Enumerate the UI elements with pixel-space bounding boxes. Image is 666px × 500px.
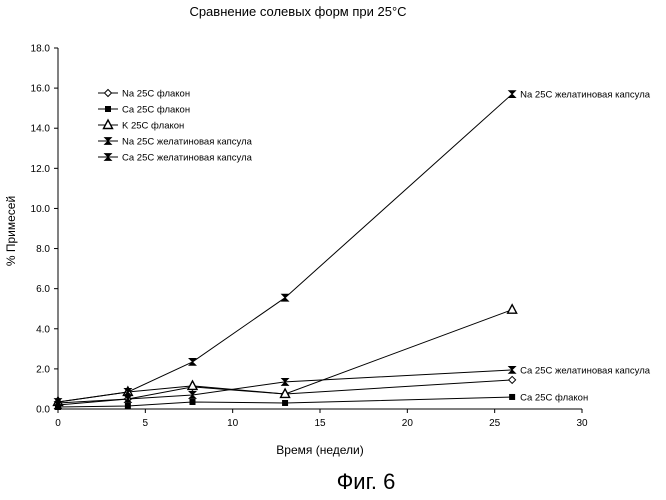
legend-label: Na 25C флакон — [122, 89, 190, 100]
x-ticks: 0 5 10 15 20 25 30 — [55, 409, 588, 429]
legend-marker — [105, 90, 112, 97]
data-point — [282, 400, 288, 406]
y-tick-label: 4.0 — [36, 324, 50, 335]
data-point — [189, 358, 196, 365]
legend-label: Na 25C желатиновая капсула — [122, 137, 253, 148]
x-tick-label: 15 — [314, 418, 326, 429]
y-tick-label: 2.0 — [36, 364, 50, 375]
legend-item: Ca 25C флакон — [98, 105, 190, 116]
legend-item: K 25C флакон — [98, 120, 184, 132]
data-point — [509, 376, 516, 383]
x-axis-title: Время (недели) — [276, 443, 363, 457]
x-tick-label: 25 — [489, 418, 501, 429]
x-tick-label: 30 — [576, 418, 588, 429]
end-label: Ca 25C флакон — [520, 392, 588, 403]
series-3 — [54, 305, 517, 406]
data-point — [509, 394, 515, 400]
x-tick-label: 10 — [227, 418, 239, 429]
data-point — [188, 381, 197, 390]
figure-caption: Фиг. 6 — [337, 469, 396, 494]
y-tick-label: 6.0 — [36, 284, 50, 295]
y-tick-label: 16.0 — [31, 84, 51, 95]
y-tick-label: 18.0 — [31, 44, 51, 55]
y-tick-label: 0.0 — [36, 405, 50, 416]
y-tick-label: 8.0 — [36, 244, 50, 255]
legend-label: K 25C флакон — [122, 121, 184, 132]
data-point — [282, 294, 289, 301]
x-tick-label: 0 — [55, 418, 61, 429]
legend-label: Ca 25C желатиновая капсула — [122, 153, 253, 164]
y-axis-title: % Примесей — [4, 196, 18, 266]
y-tick-label: 14.0 — [31, 124, 51, 135]
y-tick-label: 10.0 — [31, 204, 51, 215]
data-point — [509, 91, 516, 98]
legend-marker — [105, 106, 111, 112]
legend-item: Ca 25C желатиновая капсула — [98, 153, 253, 164]
legend-item: Na 25C желатиновая капсула — [98, 137, 253, 148]
x-tick-label: 20 — [402, 418, 414, 429]
data-point — [189, 399, 195, 405]
chart-title: Сравнение солевых форм при 25°C — [189, 4, 406, 19]
y-ticks: 0.0 2.0 4.0 6.0 8.0 10.0 12.0 14.0 16.0 18.0 — [31, 44, 58, 416]
data-point — [508, 305, 517, 314]
legend-marker — [104, 120, 113, 129]
legend-label: Ca 25C флакон — [122, 105, 190, 116]
end-label: Ca 25C желатиновая капсула — [520, 365, 651, 376]
legend-item: Na 25C флакон — [98, 89, 190, 100]
end-label: Na 25C желатиновая капсула — [520, 90, 651, 101]
legend: Na 25C флакон Ca 25C флакон K 25C флакон Na… — [98, 89, 253, 164]
end-labels: Na 25C желатиновая капсула Ca 25C желатин… — [520, 90, 651, 404]
y-tick-label: 12.0 — [31, 164, 51, 175]
x-tick-label: 5 — [143, 418, 149, 429]
data-point — [125, 403, 131, 409]
